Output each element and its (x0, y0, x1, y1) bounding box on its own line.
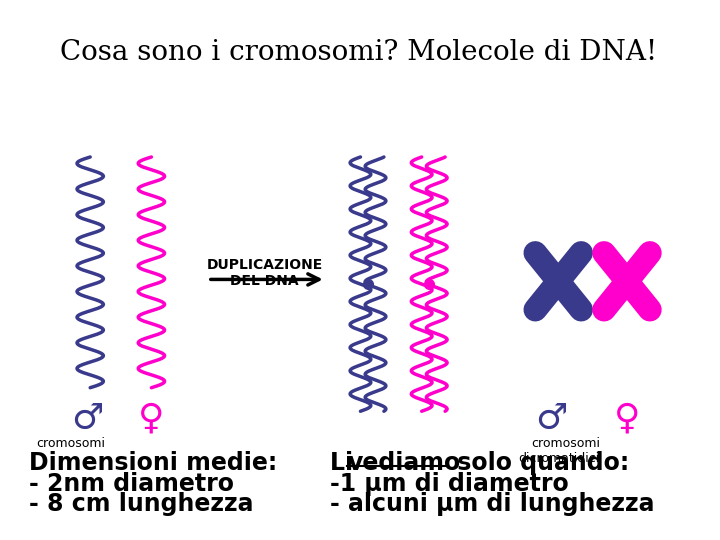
Text: ♀: ♀ (138, 402, 165, 436)
Text: DUPLICAZIONE
DEL DNA: DUPLICAZIONE DEL DNA (207, 258, 323, 288)
Text: ♂: ♂ (536, 402, 568, 436)
Text: ♂: ♂ (71, 402, 104, 436)
Text: ♀: ♀ (613, 402, 640, 436)
Text: - 8 cm lunghezza: - 8 cm lunghezza (29, 492, 253, 516)
Text: cromosomi: cromosomi (37, 437, 106, 450)
Text: Dimensioni medie:: Dimensioni medie: (29, 451, 277, 475)
Text: Li: Li (330, 451, 361, 475)
Text: cromosomi
dicromatidici: cromosomi dicromatidici (518, 437, 600, 465)
Text: - alcuni μm di lunghezza: - alcuni μm di lunghezza (330, 492, 654, 516)
Text: - 2nm diametro: - 2nm diametro (29, 471, 234, 496)
Text: Cosa sono i cromosomi? Molecole di DNA!: Cosa sono i cromosomi? Molecole di DNA! (60, 39, 657, 66)
Text: -1 μm di diametro: -1 μm di diametro (330, 471, 569, 496)
Text: solo quando:: solo quando: (449, 451, 629, 475)
Text: vediamo: vediamo (347, 451, 461, 475)
